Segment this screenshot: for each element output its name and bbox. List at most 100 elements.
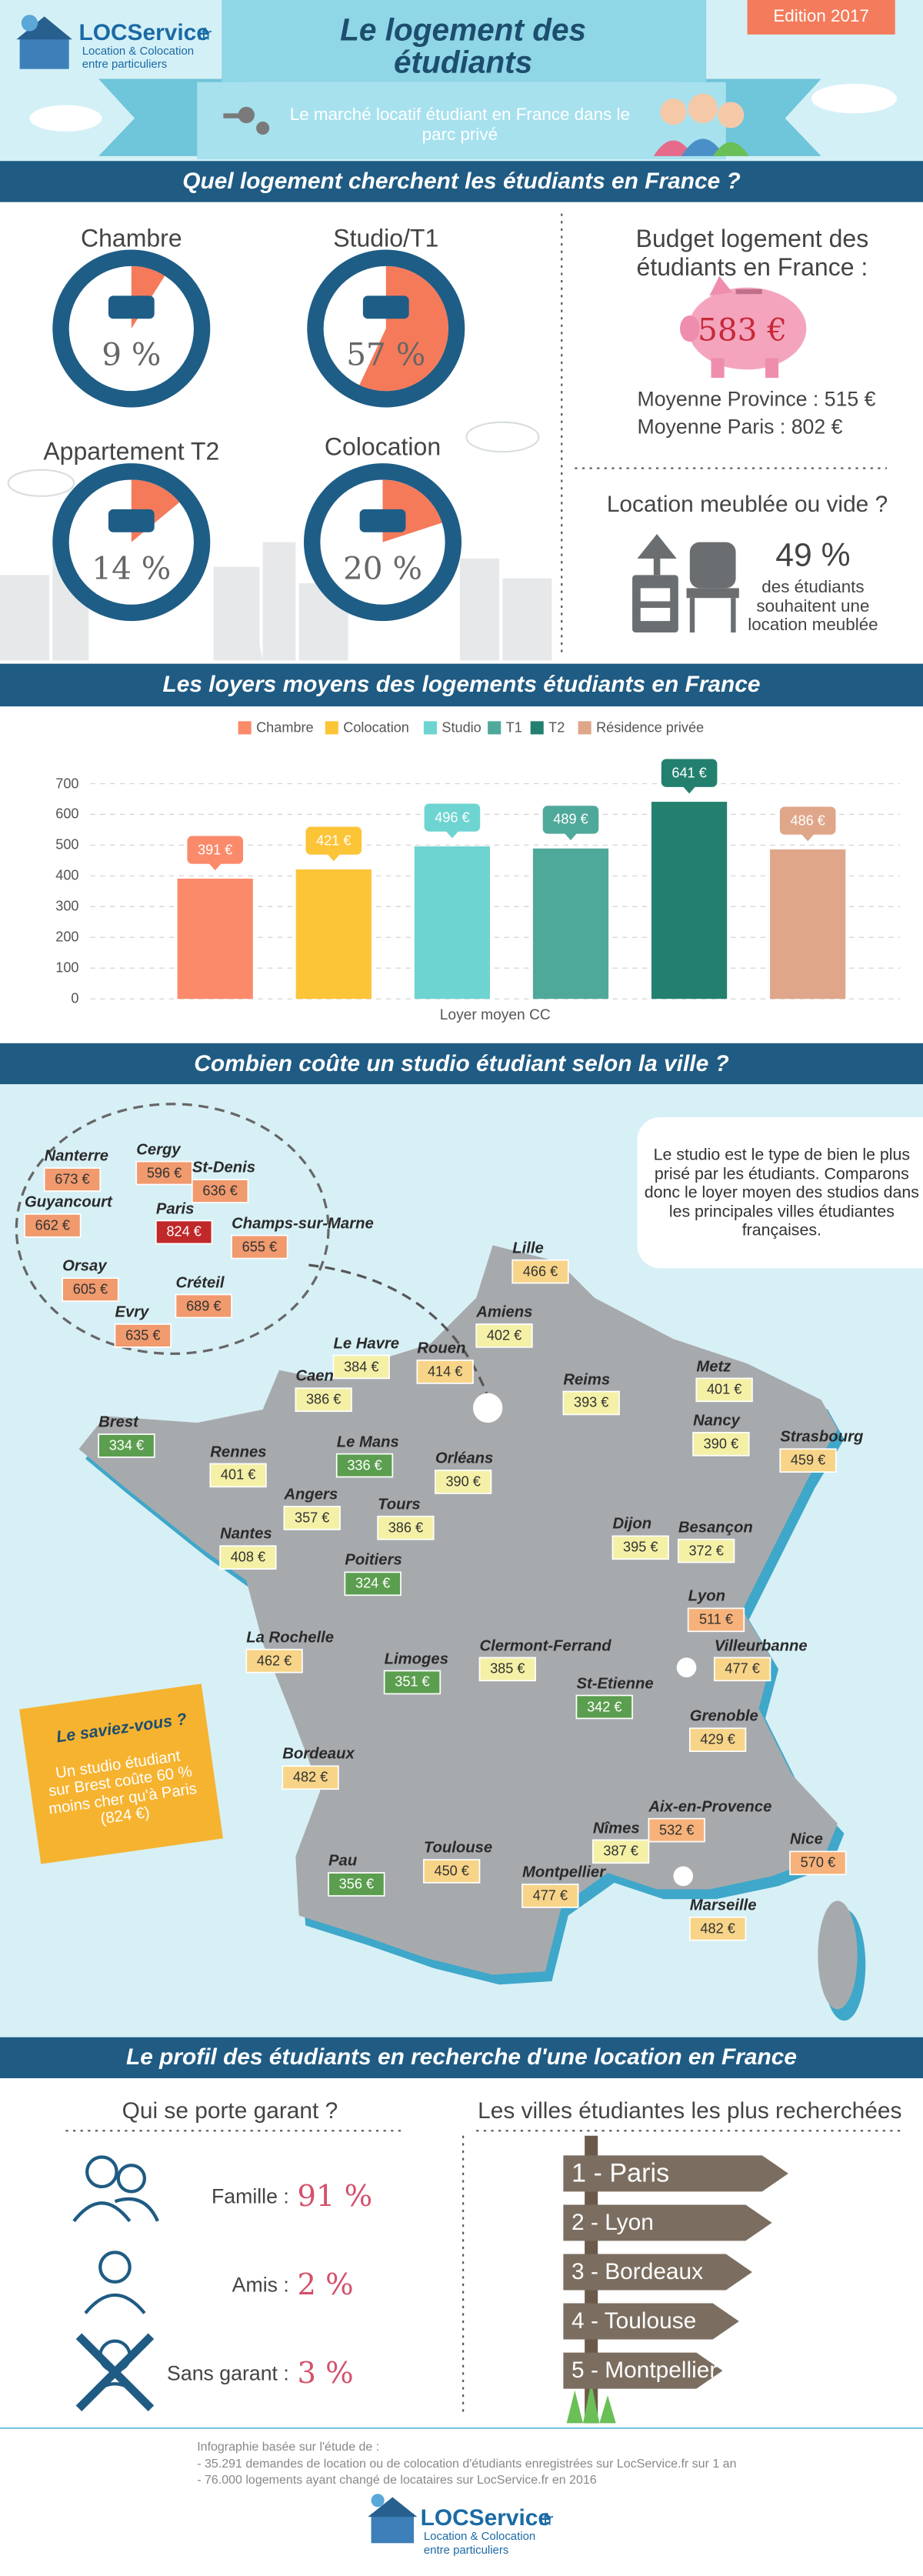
housing-icon: [108, 509, 155, 532]
price-box: [344, 1571, 402, 1597]
guarantor-label: Sans garant :: [167, 2362, 289, 2386]
sign: [563, 2155, 788, 2192]
price-box: [695, 1377, 753, 1403]
housing-percent: 14 %: [92, 549, 172, 587]
y-tick-label: 400: [55, 867, 79, 883]
city-price: 477 €: [532, 1887, 568, 1904]
logo-brand: LOCService: [420, 2505, 551, 2531]
connector: [308, 1263, 489, 1397]
city-name: Guyancourt: [25, 1193, 112, 1211]
price-box: [335, 1453, 394, 1478]
legend-swatch: [578, 721, 591, 735]
city-price: 372 €: [688, 1543, 724, 1559]
price-box: [779, 1448, 837, 1473]
bar: [177, 878, 253, 999]
city-price: 459 €: [790, 1452, 826, 1468]
city-price: 401 €: [706, 1381, 742, 1397]
students-illustration: [653, 93, 749, 156]
price-box: [688, 1727, 747, 1752]
bar: [414, 846, 491, 999]
legend-swatch: [488, 721, 501, 735]
city-name: Paris: [155, 1200, 195, 1217]
city-name: Dijon: [612, 1515, 652, 1533]
housing-percent: 57 %: [346, 335, 426, 373]
ranking-item: 4 - Toulouse: [571, 2307, 697, 2334]
price-box: [24, 1213, 82, 1238]
value-tag-pointer: [564, 833, 578, 841]
legend-label: Chambre: [256, 719, 314, 736]
city-name: Le Mans: [336, 1433, 399, 1451]
budget-paris: Moyenne Paris : 802 €: [637, 415, 843, 439]
legend-label: T1: [505, 719, 522, 736]
city-name: Nancy: [693, 1412, 740, 1430]
value-tag: [424, 803, 481, 832]
price-box: [155, 1220, 213, 1245]
price-box: [231, 1234, 288, 1260]
value-tag-pointer: [327, 853, 341, 862]
furniture-icon: [632, 533, 739, 633]
price-box: [575, 1694, 633, 1720]
city-name: Lyon: [688, 1587, 726, 1605]
value-tag: [779, 806, 836, 835]
edition-box: [747, 0, 895, 35]
budget-province: Moyenne Province : 515 €: [637, 387, 876, 411]
housing-percent: 9 %: [102, 335, 162, 373]
city-name: Rouen: [417, 1340, 466, 1357]
section-title: Combien coûte un studio étudiant selon l…: [194, 1050, 729, 1076]
city-name: Créteil: [175, 1273, 225, 1291]
y-tick-label: 100: [55, 959, 79, 976]
legend-swatch: [325, 721, 338, 735]
city-price: 356 €: [338, 1876, 375, 1892]
guarantor-label: Amis :: [232, 2273, 289, 2297]
city-price: 384 €: [344, 1359, 379, 1375]
housing-type: Studio/T1: [333, 224, 439, 252]
logo-icon: [368, 2494, 418, 2544]
city-price: 390 €: [703, 1436, 739, 1452]
cloud: [7, 469, 75, 497]
city-price: 351 €: [395, 1674, 430, 1690]
guarantor-title: Qui se porte garant ?: [122, 2097, 338, 2124]
housing-type: Appartement T2: [43, 437, 220, 465]
city-price: 393 €: [573, 1395, 609, 1411]
keys-icon: [223, 106, 270, 135]
y-tick-label: 300: [55, 898, 79, 914]
price-box: [245, 1648, 303, 1673]
housing-icon: [359, 509, 406, 532]
value-label: 421 €: [316, 833, 352, 849]
city-price: 408 €: [230, 1549, 266, 1565]
city-name: Nantes: [220, 1525, 272, 1543]
city-name: La Rochelle: [246, 1629, 335, 1647]
marks: [24, 249, 901, 1941]
price-box: [434, 1470, 492, 1494]
sign: [563, 2204, 772, 2241]
city-name: Tours: [378, 1496, 421, 1513]
city-price: 477 €: [725, 1660, 760, 1677]
section-band: [0, 161, 923, 202]
price-box: [62, 1277, 119, 1302]
city-name: Rennes: [210, 1443, 267, 1460]
city-name: Pau: [328, 1852, 358, 1870]
legend-swatch: [530, 721, 544, 735]
section-band: [0, 663, 923, 707]
value-label: 486 €: [790, 813, 825, 829]
city-name: Amiens: [476, 1303, 533, 1321]
city-name: Montpellier: [522, 1864, 606, 1881]
price-box: [383, 1670, 442, 1695]
city-name: Limoges: [384, 1650, 448, 1667]
city-price: 636 €: [202, 1183, 238, 1199]
cross-icon: [75, 2333, 155, 2411]
city-price: 824 €: [166, 1223, 202, 1240]
city-name: Orléans: [435, 1450, 494, 1467]
intro-box: [637, 1116, 923, 1269]
price-box: [209, 1463, 267, 1488]
city-price: 395 €: [623, 1539, 658, 1555]
france-map: [78, 1245, 866, 2021]
city-name: Orsay: [62, 1257, 107, 1275]
logo-brand: LOCService: [78, 19, 209, 45]
price-box: [648, 1817, 705, 1843]
y-tick-label: 0: [71, 990, 79, 1006]
ranking-item: 5 - Montpellier: [571, 2357, 718, 2383]
logo-suffix: .fr: [197, 25, 212, 44]
